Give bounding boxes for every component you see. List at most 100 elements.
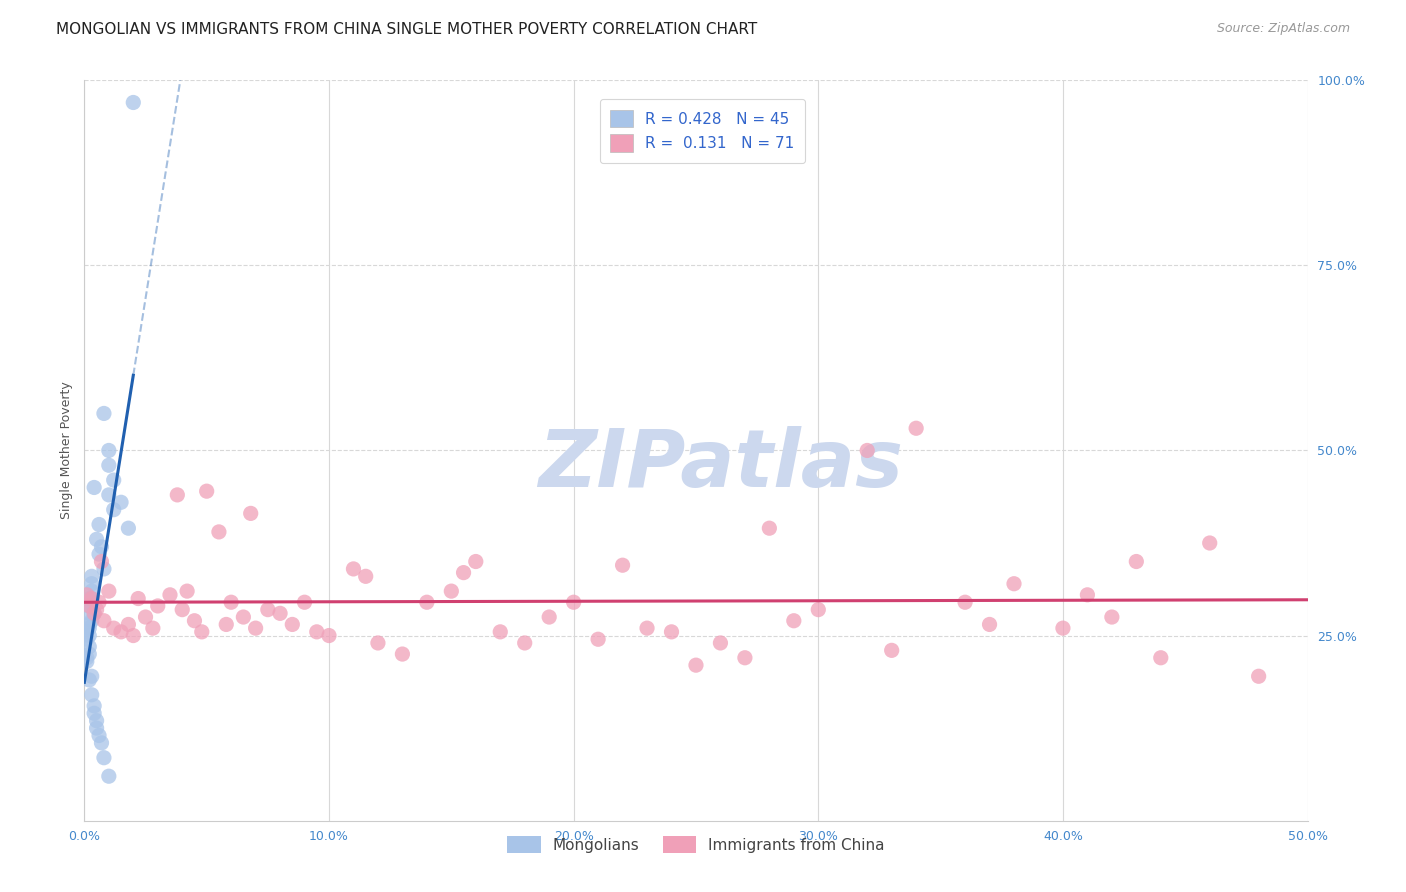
Point [86,714,108,728]
Point [636,621,658,635]
Point [103,621,125,635]
Point [77,640,100,654]
Point [342,562,364,576]
Point [215,617,238,632]
Point [354,569,377,583]
Point [1002,576,1025,591]
Point [709,636,731,650]
Point [232,610,254,624]
Point [562,595,585,609]
Point [83,480,105,494]
Point [142,621,165,635]
Point [257,602,280,616]
Point [86,533,108,547]
Point [83,607,105,621]
Point [219,595,242,609]
Point [77,628,100,642]
Point [80,591,103,606]
Point [83,698,105,713]
Legend: Mongolians, Immigrants from China: Mongolians, Immigrants from China [499,828,893,861]
Point [807,602,830,616]
Point [103,473,125,487]
Point [93,407,115,421]
Point [97,443,120,458]
Text: ZIPatlas: ZIPatlas [538,426,903,504]
Point [110,495,132,509]
Point [76,650,98,665]
Point [440,584,463,599]
Point [1247,669,1270,683]
Point [464,555,486,569]
Point [166,488,188,502]
Point [97,769,120,783]
Point [90,736,112,750]
Point [77,595,100,609]
Point [979,617,1001,632]
Point [122,95,145,110]
Point [77,621,100,635]
Point [86,721,108,735]
Point [93,750,115,764]
Point [97,584,120,599]
Point [880,643,903,657]
Point [538,610,561,624]
Point [87,547,110,561]
Point [191,624,214,639]
Text: MONGOLIAN VS IMMIGRANTS FROM CHINA SINGLE MOTHER POVERTY CORRELATION CHART: MONGOLIAN VS IMMIGRANTS FROM CHINA SINGL… [56,22,758,37]
Point [90,555,112,569]
Point [391,647,413,661]
Point [239,507,262,521]
Point [783,614,806,628]
Point [953,595,976,609]
Point [416,595,439,609]
Point [76,655,98,669]
Point [76,624,98,639]
Y-axis label: Single Mother Poverty: Single Mother Poverty [60,382,73,519]
Point [172,602,194,616]
Point [1101,610,1123,624]
Point [1125,555,1147,569]
Point [80,591,103,606]
Point [146,599,169,613]
Point [110,624,132,639]
Point [93,614,115,628]
Point [127,591,149,606]
Point [90,540,112,554]
Point [117,521,139,535]
Point [612,558,634,573]
Point [318,628,340,642]
Point [80,584,103,599]
Point [1198,536,1220,550]
Point [159,588,181,602]
Point [294,595,316,609]
Point [87,729,110,743]
Point [87,517,110,532]
Point [83,706,105,721]
Point [183,614,205,628]
Text: Source: ZipAtlas.com: Source: ZipAtlas.com [1216,22,1350,36]
Point [1052,621,1074,635]
Point [586,632,609,647]
Point [76,588,98,602]
Point [97,458,120,473]
Point [77,607,100,621]
Point [122,628,145,642]
Point [489,624,512,639]
Point [76,632,98,647]
Point [80,669,103,683]
Point [269,607,291,621]
Point [734,650,756,665]
Point [80,614,103,628]
Point [97,488,120,502]
Point [77,673,100,687]
Point [453,566,475,580]
Point [856,443,879,458]
Point [77,617,100,632]
Point [367,636,389,650]
Point [83,607,105,621]
Point [80,688,103,702]
Point [685,658,707,673]
Point [135,610,157,624]
Point [281,617,304,632]
Point [80,569,103,583]
